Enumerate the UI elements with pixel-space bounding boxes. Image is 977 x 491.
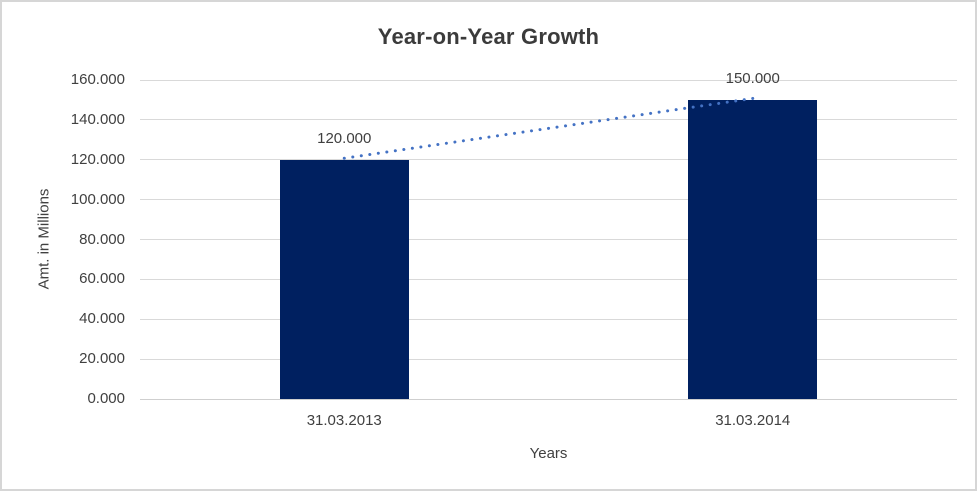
x-axis-line: [140, 399, 957, 400]
y-tick-label: 20.000: [79, 350, 125, 368]
y-tick-label: 120.000: [70, 150, 125, 168]
x-tick-label-1: 31.03.2013: [306, 412, 382, 429]
y-tick-label: 40.000: [79, 310, 125, 328]
gridline: [140, 278, 957, 280]
gridline: [140, 199, 957, 201]
y-tick-label: 160.000: [70, 71, 125, 88]
gridline: [140, 239, 957, 240]
data-label-2: 150.000: [725, 69, 780, 87]
data-label-1: 120.000: [317, 129, 372, 147]
bar-2: [688, 99, 818, 399]
y-tick-label: 140.000: [70, 110, 125, 128]
gridline: [140, 119, 957, 121]
gridline: [140, 159, 957, 161]
x-tick-label-2: 31.03.2014: [715, 412, 791, 429]
y-tick-label: 80.000: [79, 230, 125, 248]
chart-title: Year-on-Year Growth: [377, 24, 600, 49]
bar-1: [279, 159, 409, 399]
x-axis-title: Years: [529, 445, 568, 462]
y-tick-label: 60.000: [79, 270, 125, 288]
y-tick-label: 0.000: [87, 390, 125, 407]
gridline: [140, 358, 957, 360]
y-tick-label: 100.000: [70, 190, 125, 208]
gridline: [140, 318, 957, 320]
gridline: [140, 79, 957, 81]
